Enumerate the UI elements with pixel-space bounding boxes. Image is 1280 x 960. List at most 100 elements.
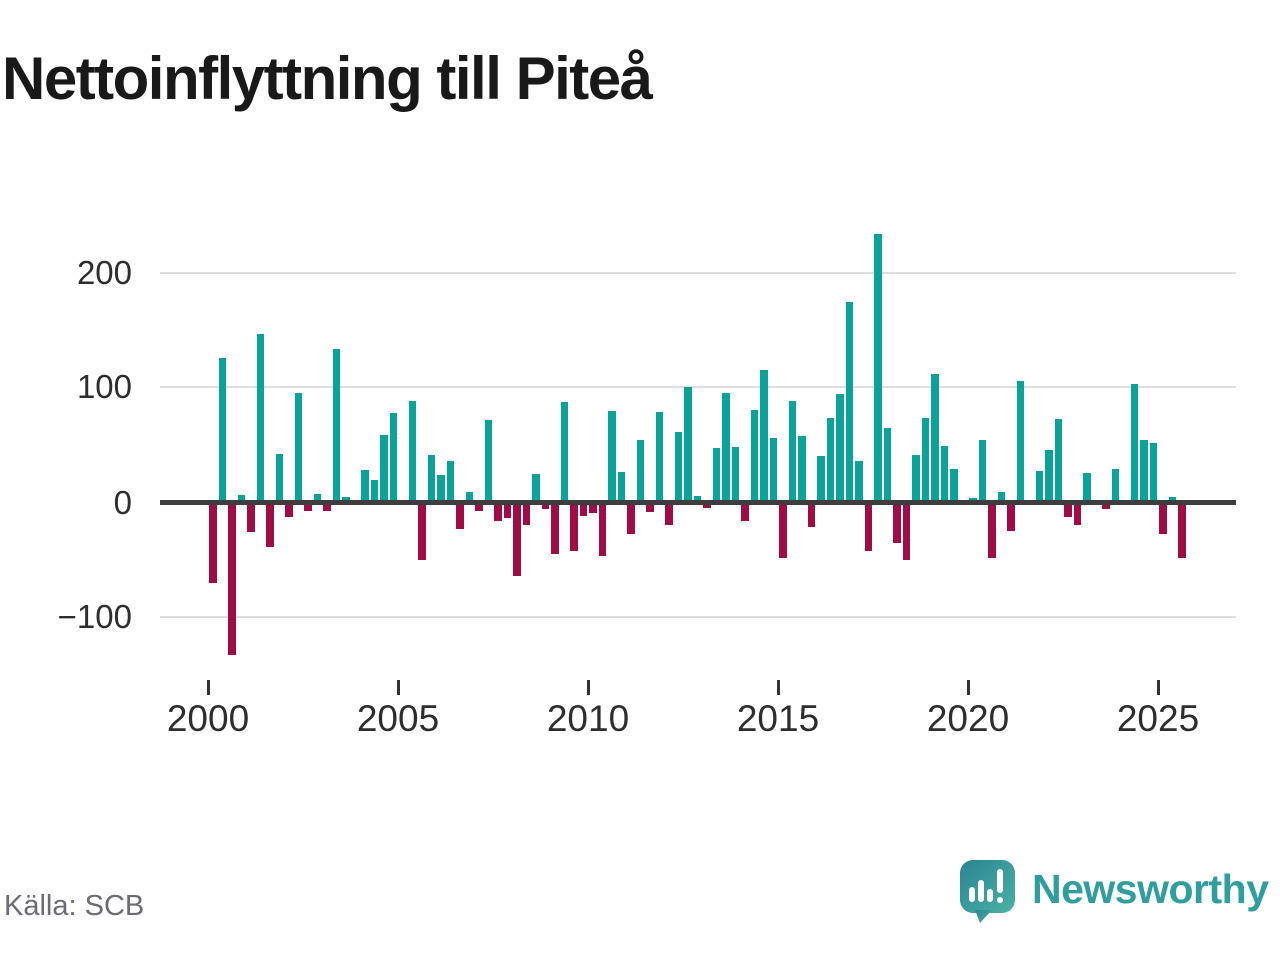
zero-axis-line bbox=[160, 500, 1236, 505]
x-axis-label-2015: 2015 bbox=[736, 698, 820, 739]
bar-2002q2 bbox=[294, 392, 303, 503]
bar-2002q3 bbox=[304, 503, 312, 512]
gridline-100 bbox=[160, 386, 1236, 388]
bar-2005q2 bbox=[408, 400, 417, 503]
bar-2000q4 bbox=[237, 494, 246, 503]
brand-wordmark: Newsworthy bbox=[1032, 866, 1269, 912]
x-axis-label-2005: 2005 bbox=[356, 698, 440, 739]
bar-2020q2 bbox=[978, 439, 987, 503]
bar-2022q1 bbox=[1045, 450, 1053, 503]
bar-2001q4 bbox=[275, 453, 284, 503]
bar-2010q2 bbox=[598, 503, 607, 556]
bar-2014q2 bbox=[750, 410, 759, 503]
bar-2004q4 bbox=[389, 413, 398, 503]
bar-2008q4 bbox=[541, 503, 550, 509]
x-axis-label-2000: 2000 bbox=[166, 698, 250, 739]
bar-2011q2 bbox=[636, 439, 645, 503]
x-tick-2025 bbox=[1157, 680, 1160, 695]
bar-2007q1 bbox=[475, 503, 483, 512]
bar-2001q2 bbox=[256, 334, 265, 503]
bar-2019q2 bbox=[940, 445, 949, 503]
x-tick-2010 bbox=[587, 680, 590, 695]
bar-2023q3 bbox=[1102, 503, 1110, 509]
y-axis-label-neg100: −100 bbox=[57, 598, 132, 635]
bar-2024q2 bbox=[1130, 383, 1139, 503]
bar-2000q1 bbox=[209, 503, 217, 584]
gridline-neg100 bbox=[160, 616, 1236, 618]
bar-2022q2 bbox=[1054, 419, 1063, 503]
bar-2007q2 bbox=[484, 420, 493, 503]
bar-2021q2 bbox=[1016, 381, 1025, 503]
bar-2009q4 bbox=[579, 503, 588, 516]
bar-2022q4 bbox=[1073, 503, 1082, 525]
bar-2009q2 bbox=[560, 401, 569, 503]
chart-title: Nettoinflyttning till Piteå bbox=[2, 45, 653, 112]
gridline-200 bbox=[160, 272, 1236, 274]
bar-2010q1 bbox=[589, 503, 597, 514]
bar-2008q3 bbox=[532, 474, 540, 503]
bar-2008q1 bbox=[513, 503, 521, 577]
bar-2017q2 bbox=[864, 503, 873, 552]
bar-2020q4 bbox=[997, 491, 1006, 503]
bar-2008q2 bbox=[522, 503, 531, 525]
y-axis-label-200: 200 bbox=[76, 254, 132, 291]
bar-2001q1 bbox=[247, 503, 255, 532]
bar-2018q2 bbox=[902, 503, 911, 561]
y-axis-label-0: 0 bbox=[113, 484, 132, 521]
bar-2006q3 bbox=[456, 503, 464, 530]
bar-2021q1 bbox=[1007, 503, 1015, 531]
bar-2018q4 bbox=[921, 418, 930, 503]
bar-2000q3 bbox=[228, 503, 236, 655]
x-axis-label-2020: 2020 bbox=[926, 698, 1010, 739]
bar-2009q3 bbox=[570, 503, 578, 552]
x-axis-label-2010: 2010 bbox=[546, 698, 630, 739]
bar-2017q4 bbox=[883, 428, 892, 503]
bar-2006q1 bbox=[437, 475, 445, 503]
bar-2002q1 bbox=[285, 503, 293, 517]
bar-2015q1 bbox=[779, 503, 787, 559]
bar-2016q4 bbox=[845, 302, 854, 503]
bar-2014q3 bbox=[760, 369, 768, 503]
bar-2002q4 bbox=[313, 493, 322, 503]
bar-2017q3 bbox=[874, 234, 882, 503]
newsworthy-logo-icon bbox=[960, 860, 1015, 923]
bar-2013q2 bbox=[712, 447, 721, 503]
bar-2003q1 bbox=[323, 503, 331, 512]
bar-2006q2 bbox=[446, 460, 455, 503]
bar-2022q3 bbox=[1064, 503, 1072, 517]
bar-2025q1 bbox=[1159, 503, 1167, 534]
bar-2013q4 bbox=[731, 446, 740, 503]
bar-2013q1 bbox=[703, 503, 711, 508]
bar-2021q4 bbox=[1035, 470, 1044, 503]
bar-2009q1 bbox=[551, 503, 559, 554]
bar-2007q3 bbox=[494, 503, 502, 522]
bar-2011q3 bbox=[646, 503, 654, 513]
bar-2025q3 bbox=[1178, 503, 1186, 559]
bar-2006q4 bbox=[465, 491, 474, 503]
x-tick-2015 bbox=[777, 680, 780, 695]
x-tick-2005 bbox=[397, 680, 400, 695]
bar-2011q1 bbox=[627, 503, 635, 534]
x-axis-label-2025: 2025 bbox=[1116, 698, 1200, 739]
y-axis-label-100: 100 bbox=[76, 368, 132, 405]
bar-2013q3 bbox=[722, 392, 730, 503]
x-tick-2020 bbox=[967, 680, 970, 695]
bar-2005q4 bbox=[427, 454, 436, 503]
bar-2011q4 bbox=[655, 412, 664, 503]
bar-2023q1 bbox=[1083, 473, 1091, 503]
bar-2010q3 bbox=[608, 411, 616, 503]
bar-2014q4 bbox=[769, 437, 778, 503]
bar-2016q3 bbox=[836, 393, 844, 503]
bar-2010q4 bbox=[617, 472, 626, 503]
bar-2018q1 bbox=[893, 503, 901, 544]
bar-2015q3 bbox=[798, 436, 806, 503]
bar-2019q1 bbox=[931, 374, 939, 503]
bar-2007q4 bbox=[503, 503, 512, 518]
bar-2015q2 bbox=[788, 400, 797, 503]
bar-2015q4 bbox=[807, 503, 816, 528]
bar-2003q2 bbox=[332, 349, 341, 503]
bar-2019q3 bbox=[950, 468, 958, 503]
bar-2016q2 bbox=[826, 418, 835, 503]
bar-2012q4 bbox=[693, 496, 702, 503]
